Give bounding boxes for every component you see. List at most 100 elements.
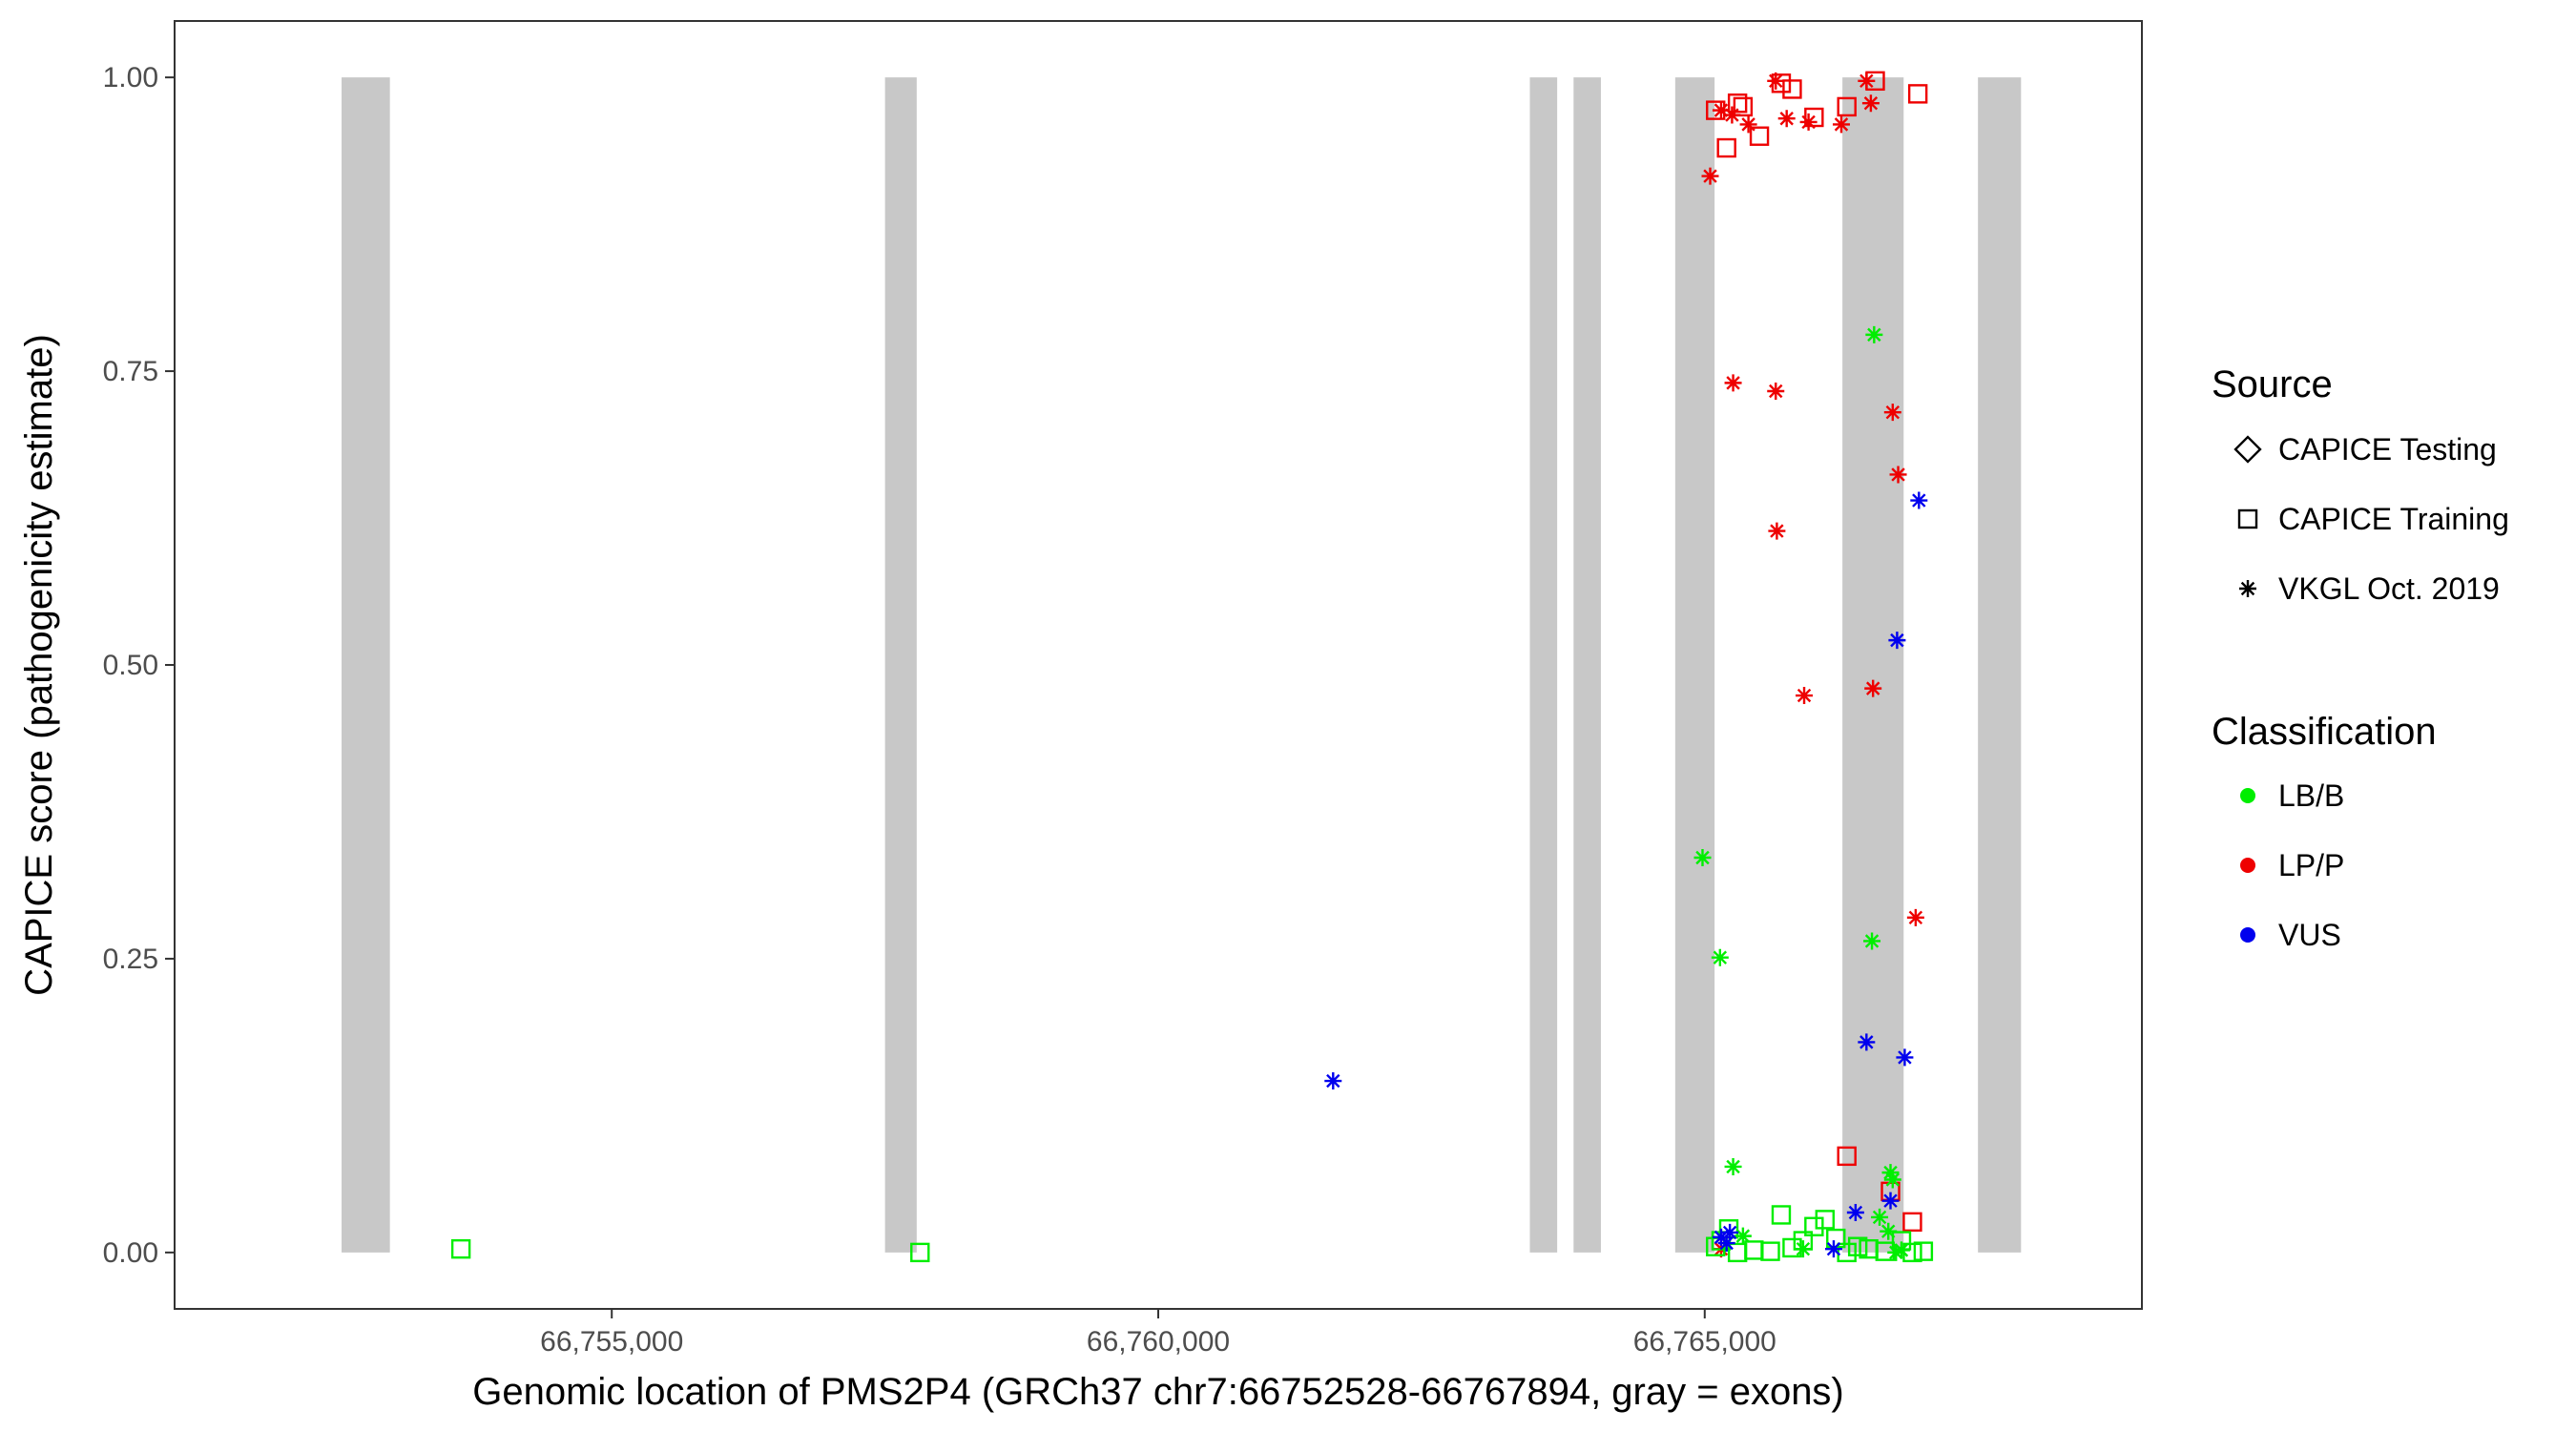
data-point	[1861, 94, 1880, 113]
data-point	[1846, 1204, 1864, 1221]
data-point	[1767, 383, 1785, 401]
data-point	[1701, 167, 1719, 185]
data-point	[1832, 115, 1850, 134]
data-point	[1724, 374, 1742, 392]
series-lbb-asterisk	[1693, 325, 1910, 1261]
legend-classification: Classification LB/B LP/P VUS	[2212, 711, 2437, 952]
legend-key-square-icon	[2237, 508, 2258, 529]
data-point	[1324, 1072, 1342, 1090]
y-tick-label: 0.00	[103, 1237, 158, 1269]
legend-key-dot-icon	[2240, 788, 2255, 803]
data-point	[1883, 404, 1901, 422]
data-point	[1863, 932, 1881, 950]
exon-band	[1674, 77, 1715, 1253]
data-point	[1717, 1234, 1735, 1253]
data-point	[1902, 1212, 1922, 1233]
exon-band	[884, 77, 917, 1253]
data-point	[1794, 1240, 1812, 1258]
data-point	[1734, 1227, 1752, 1245]
legend-key-asterisk-icon	[2239, 580, 2256, 597]
series-lpp-asterisk	[1701, 72, 1924, 1258]
data-point	[1910, 491, 1928, 509]
data-point	[1837, 96, 1857, 117]
data-point	[1724, 1157, 1742, 1175]
y-tick-label: 0.25	[103, 944, 158, 975]
legend-key-dot-icon	[2240, 858, 2255, 873]
data-point	[1767, 72, 1785, 90]
exon-band	[1529, 77, 1558, 1253]
data-point	[1883, 1171, 1901, 1189]
exon-band	[342, 77, 390, 1253]
legend-classification-label: VUS	[2278, 918, 2341, 952]
series-vus-asterisk	[1324, 491, 1928, 1258]
legend-source-label: CAPICE Training	[2278, 502, 2509, 536]
plot-background	[175, 21, 2142, 1309]
data-point	[1881, 1164, 1900, 1182]
data-point	[1906, 908, 1924, 926]
data-point	[1768, 522, 1786, 540]
legend-key-diamond-icon	[2233, 435, 2262, 464]
data-point	[1889, 466, 1907, 484]
data-point	[1716, 137, 1736, 158]
data-point	[1733, 96, 1754, 117]
data-point	[450, 1238, 471, 1259]
data-point	[1907, 84, 1928, 104]
data-point	[1804, 1216, 1824, 1236]
data-point	[1824, 1240, 1842, 1258]
legend-key-dot-icon	[2240, 927, 2255, 943]
data-point	[1723, 106, 1741, 124]
data-point	[1796, 687, 1814, 705]
legend-source-label: CAPICE Testing	[2278, 432, 2497, 467]
data-point	[1858, 72, 1876, 90]
x-tick-label: 66,755,000	[540, 1326, 683, 1358]
data-point	[1711, 948, 1729, 966]
data-point	[1727, 93, 1748, 114]
data-points	[450, 71, 1934, 1263]
data-point	[1815, 1210, 1835, 1230]
data-point	[1799, 113, 1818, 131]
data-point	[1871, 1208, 1889, 1226]
y-axis: 0.00 0.25 0.50 0.75 1.00	[103, 62, 175, 1269]
data-point	[1739, 115, 1757, 134]
data-point	[1693, 849, 1712, 867]
data-point	[1749, 126, 1770, 146]
data-point	[910, 1242, 930, 1263]
data-point	[1881, 1192, 1900, 1210]
data-point	[1721, 1223, 1739, 1241]
y-tick-label: 1.00	[103, 62, 158, 93]
x-axis-title: Genomic location of PMS2P4 (GRCh37 chr7:…	[472, 1371, 1844, 1413]
data-point	[1892, 1241, 1910, 1259]
data-point	[1896, 1048, 1914, 1067]
data-point	[1888, 632, 1906, 650]
data-point	[1858, 1033, 1876, 1051]
y-axis-title: CAPICE score (pathogenicity estimate)	[18, 334, 60, 996]
x-tick-label: 66,765,000	[1633, 1326, 1776, 1358]
data-point	[1712, 101, 1730, 119]
x-tick-label: 66,760,000	[1087, 1326, 1230, 1358]
data-point	[1913, 1241, 1934, 1261]
data-point	[1880, 1222, 1898, 1240]
data-point	[1777, 110, 1796, 128]
legend-source: Source CAPICE Testing CAPICE Training VKGL…	[2212, 363, 2509, 606]
exon-band	[1573, 77, 1601, 1253]
legend-classification-label: LP/P	[2278, 848, 2344, 882]
legend-classification-label: LB/B	[2278, 778, 2344, 813]
data-point	[1865, 325, 1883, 343]
legend-classification-title: Classification	[2212, 711, 2437, 753]
y-tick-label: 0.75	[103, 356, 158, 387]
data-point	[1771, 1205, 1792, 1225]
data-point	[1887, 1243, 1905, 1261]
y-tick-label: 0.50	[103, 650, 158, 681]
exon-band	[1842, 77, 1904, 1253]
x-axis: 66,755,000 66,760,000 66,765,000	[540, 1309, 1776, 1358]
data-point	[1847, 1236, 1868, 1256]
data-point	[1864, 679, 1882, 697]
exon-bands	[342, 77, 2022, 1253]
data-point	[1837, 1146, 1857, 1167]
data-point	[1782, 79, 1802, 99]
data-point	[1760, 1241, 1780, 1261]
legend-source-title: Source	[2212, 363, 2333, 405]
exon-band	[1978, 77, 2022, 1253]
plot-panel	[175, 21, 2142, 1309]
